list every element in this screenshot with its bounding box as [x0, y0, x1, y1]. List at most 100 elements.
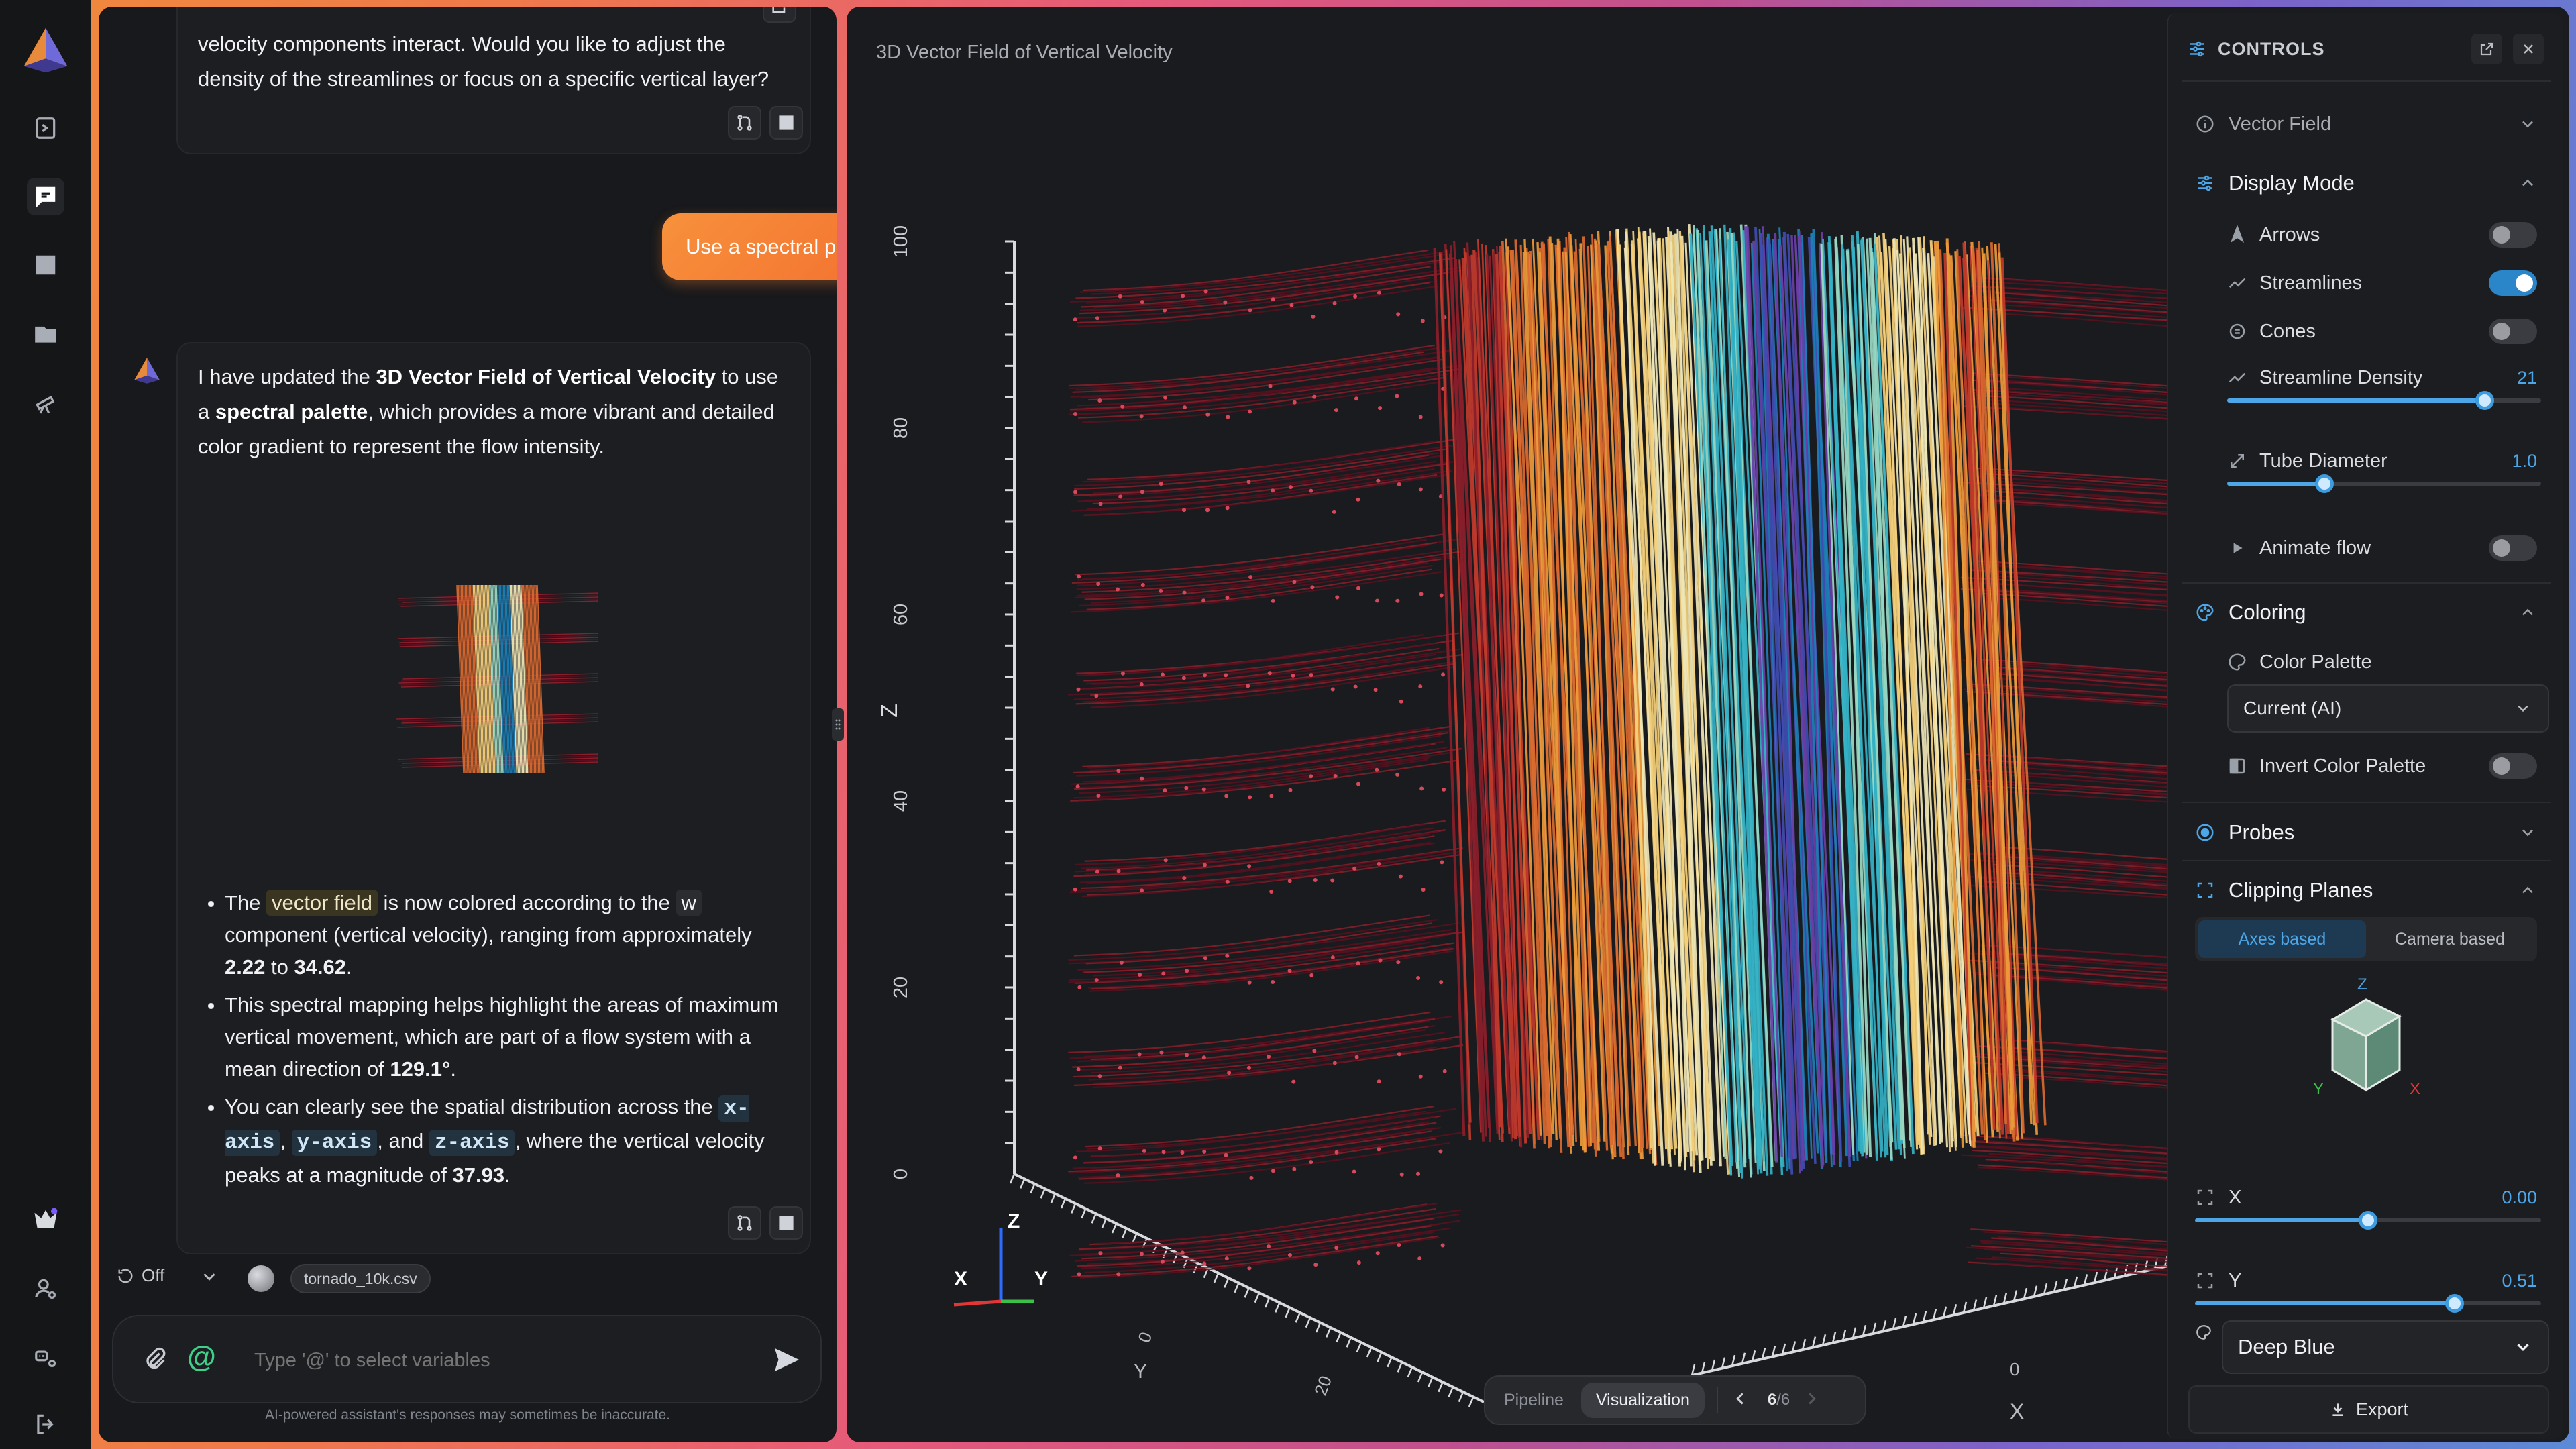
streamline	[1073, 757, 1430, 799]
streamline	[1970, 590, 2182, 605]
thumbnail-streamline	[537, 584, 545, 773]
logo[interactable]	[20, 24, 71, 75]
popout-button[interactable]	[2471, 34, 2502, 64]
seed-point	[1418, 1074, 1423, 1079]
previous-page-button[interactable]	[1730, 1389, 1750, 1412]
seed-point	[1185, 969, 1189, 973]
crop-icon	[2197, 1189, 2213, 1205]
x-tick-mark	[1721, 1357, 1726, 1368]
mention-icon[interactable]: @	[187, 1340, 216, 1373]
next-page-button[interactable]	[1802, 1389, 1822, 1412]
seed-point	[1225, 596, 1230, 600]
streamline	[1077, 544, 1428, 586]
branch-button[interactable]	[728, 1206, 761, 1240]
chevron-down-icon	[2517, 1344, 2529, 1352]
new-page-icon[interactable]	[27, 109, 64, 147]
close-controls-button[interactable]	[2513, 34, 2544, 64]
bot-icon[interactable]	[27, 1338, 64, 1376]
thumbnail-streamline	[534, 584, 542, 773]
thumbnail-streamline	[470, 584, 478, 773]
chat-icon[interactable]	[27, 178, 64, 215]
arrows-toggle[interactable]	[2489, 222, 2537, 248]
probes-section[interactable]: Probes	[2168, 816, 2564, 849]
clipping-planes-section[interactable]: Clipping Planes	[2168, 873, 2564, 907]
seed-point	[1418, 684, 1423, 689]
streamline	[1073, 454, 1430, 496]
chevron-down-icon	[2522, 121, 2533, 128]
branch-button[interactable]	[728, 106, 761, 140]
y-tick-mark	[1438, 1382, 1444, 1393]
tube-diameter-slider[interactable]	[2227, 474, 2541, 493]
y-tick-mark	[1285, 1307, 1291, 1318]
seed-point	[1309, 973, 1314, 977]
seed-point	[1116, 1173, 1120, 1177]
seed-point	[1182, 508, 1187, 513]
user-settings-icon[interactable]	[27, 1270, 64, 1307]
vector-field-scene[interactable]: 100 80 60 40 20 0	[847, 7, 2569, 1442]
clip-x-slider[interactable]	[2195, 1211, 2541, 1230]
pipeline-tab[interactable]: Pipeline	[1504, 1390, 1564, 1409]
seed-point	[1309, 1160, 1313, 1165]
axes-based-tab[interactable]: Axes based	[2198, 920, 2366, 958]
vector-field-thumbnail[interactable]	[390, 572, 604, 786]
x-tick-mark	[1841, 1329, 1847, 1341]
streamline	[1840, 235, 1872, 1157]
open-external-button[interactable]	[763, 7, 796, 23]
invert-palette-toggle[interactable]	[2489, 753, 2537, 779]
seed-point	[1421, 887, 1426, 892]
streamline	[1081, 551, 1460, 593]
panel-resize-handle[interactable]	[832, 708, 844, 741]
logout-icon[interactable]	[27, 1405, 64, 1443]
seed-point	[1138, 973, 1142, 977]
add-to-dashboard-button[interactable]	[769, 1206, 803, 1240]
streamline-density-slider[interactable]	[2227, 391, 2541, 410]
streamline	[1819, 243, 1851, 1157]
animate-flow-toggle[interactable]	[2489, 535, 2537, 561]
x-tick-mark	[1711, 1359, 1716, 1371]
streamline	[1077, 282, 1430, 324]
clip-x-knob[interactable]	[2359, 1211, 2377, 1230]
color-palette-select[interactable]: Current (AI)	[2227, 684, 2549, 733]
streamline	[1888, 246, 1936, 1146]
dashboard-icon[interactable]	[27, 246, 64, 284]
camera-based-tab[interactable]: Camera based	[2395, 929, 2505, 949]
auto-mode-toggle[interactable]: Off	[116, 1265, 164, 1286]
cones-toggle[interactable]	[2489, 319, 2537, 344]
chat-input[interactable]	[254, 1340, 737, 1381]
add-to-dashboard-button[interactable]	[769, 106, 803, 140]
export-button[interactable]: Export	[2188, 1385, 2549, 1434]
tube-diameter-knob[interactable]	[2315, 474, 2334, 493]
vector-field-section[interactable]: Vector Field	[2168, 107, 2564, 141]
refresh-icon	[118, 1269, 133, 1283]
streamline	[1980, 1240, 2177, 1255]
attach-icon[interactable]	[142, 1346, 168, 1376]
streamline-density-knob[interactable]	[2475, 391, 2494, 410]
streamline	[1988, 1152, 2181, 1169]
visualization-tab[interactable]: Visualization	[1580, 1382, 1705, 1418]
coloring-section[interactable]: Coloring	[2168, 596, 2564, 629]
download-icon	[2332, 1403, 2343, 1416]
telescope-icon[interactable]	[27, 384, 64, 421]
thumbnail-streamline	[501, 584, 509, 773]
clip-y-knob[interactable]	[2445, 1294, 2464, 1313]
folder-icon[interactable]	[27, 315, 64, 353]
file-chip[interactable]: tornado_10k.csv	[290, 1264, 431, 1293]
streamline	[1975, 494, 2180, 509]
chevron-down-icon[interactable]	[199, 1267, 219, 1290]
seed-point	[1095, 316, 1099, 321]
thumbnail-streamline	[402, 596, 598, 603]
controls-header: CONTROLS	[2168, 34, 2564, 64]
display-mode-section[interactable]: Display Mode	[2168, 166, 2564, 200]
seed-point	[1330, 955, 1335, 960]
crown-icon[interactable]	[27, 1201, 64, 1238]
clip-y-slider[interactable]	[2195, 1294, 2541, 1313]
theme-select[interactable]: Deep Blue	[2222, 1320, 2549, 1374]
seed-point	[1224, 1152, 1228, 1157]
divider	[2182, 860, 2551, 861]
seed-point	[1180, 1250, 1185, 1255]
send-icon[interactable]	[771, 1344, 802, 1379]
clipping-cube-widget[interactable]: Z Y X	[2282, 975, 2457, 1127]
y-tick-mark	[1295, 1312, 1301, 1323]
streamlines-toggle[interactable]	[2489, 270, 2537, 296]
streamline	[1579, 243, 1617, 1157]
